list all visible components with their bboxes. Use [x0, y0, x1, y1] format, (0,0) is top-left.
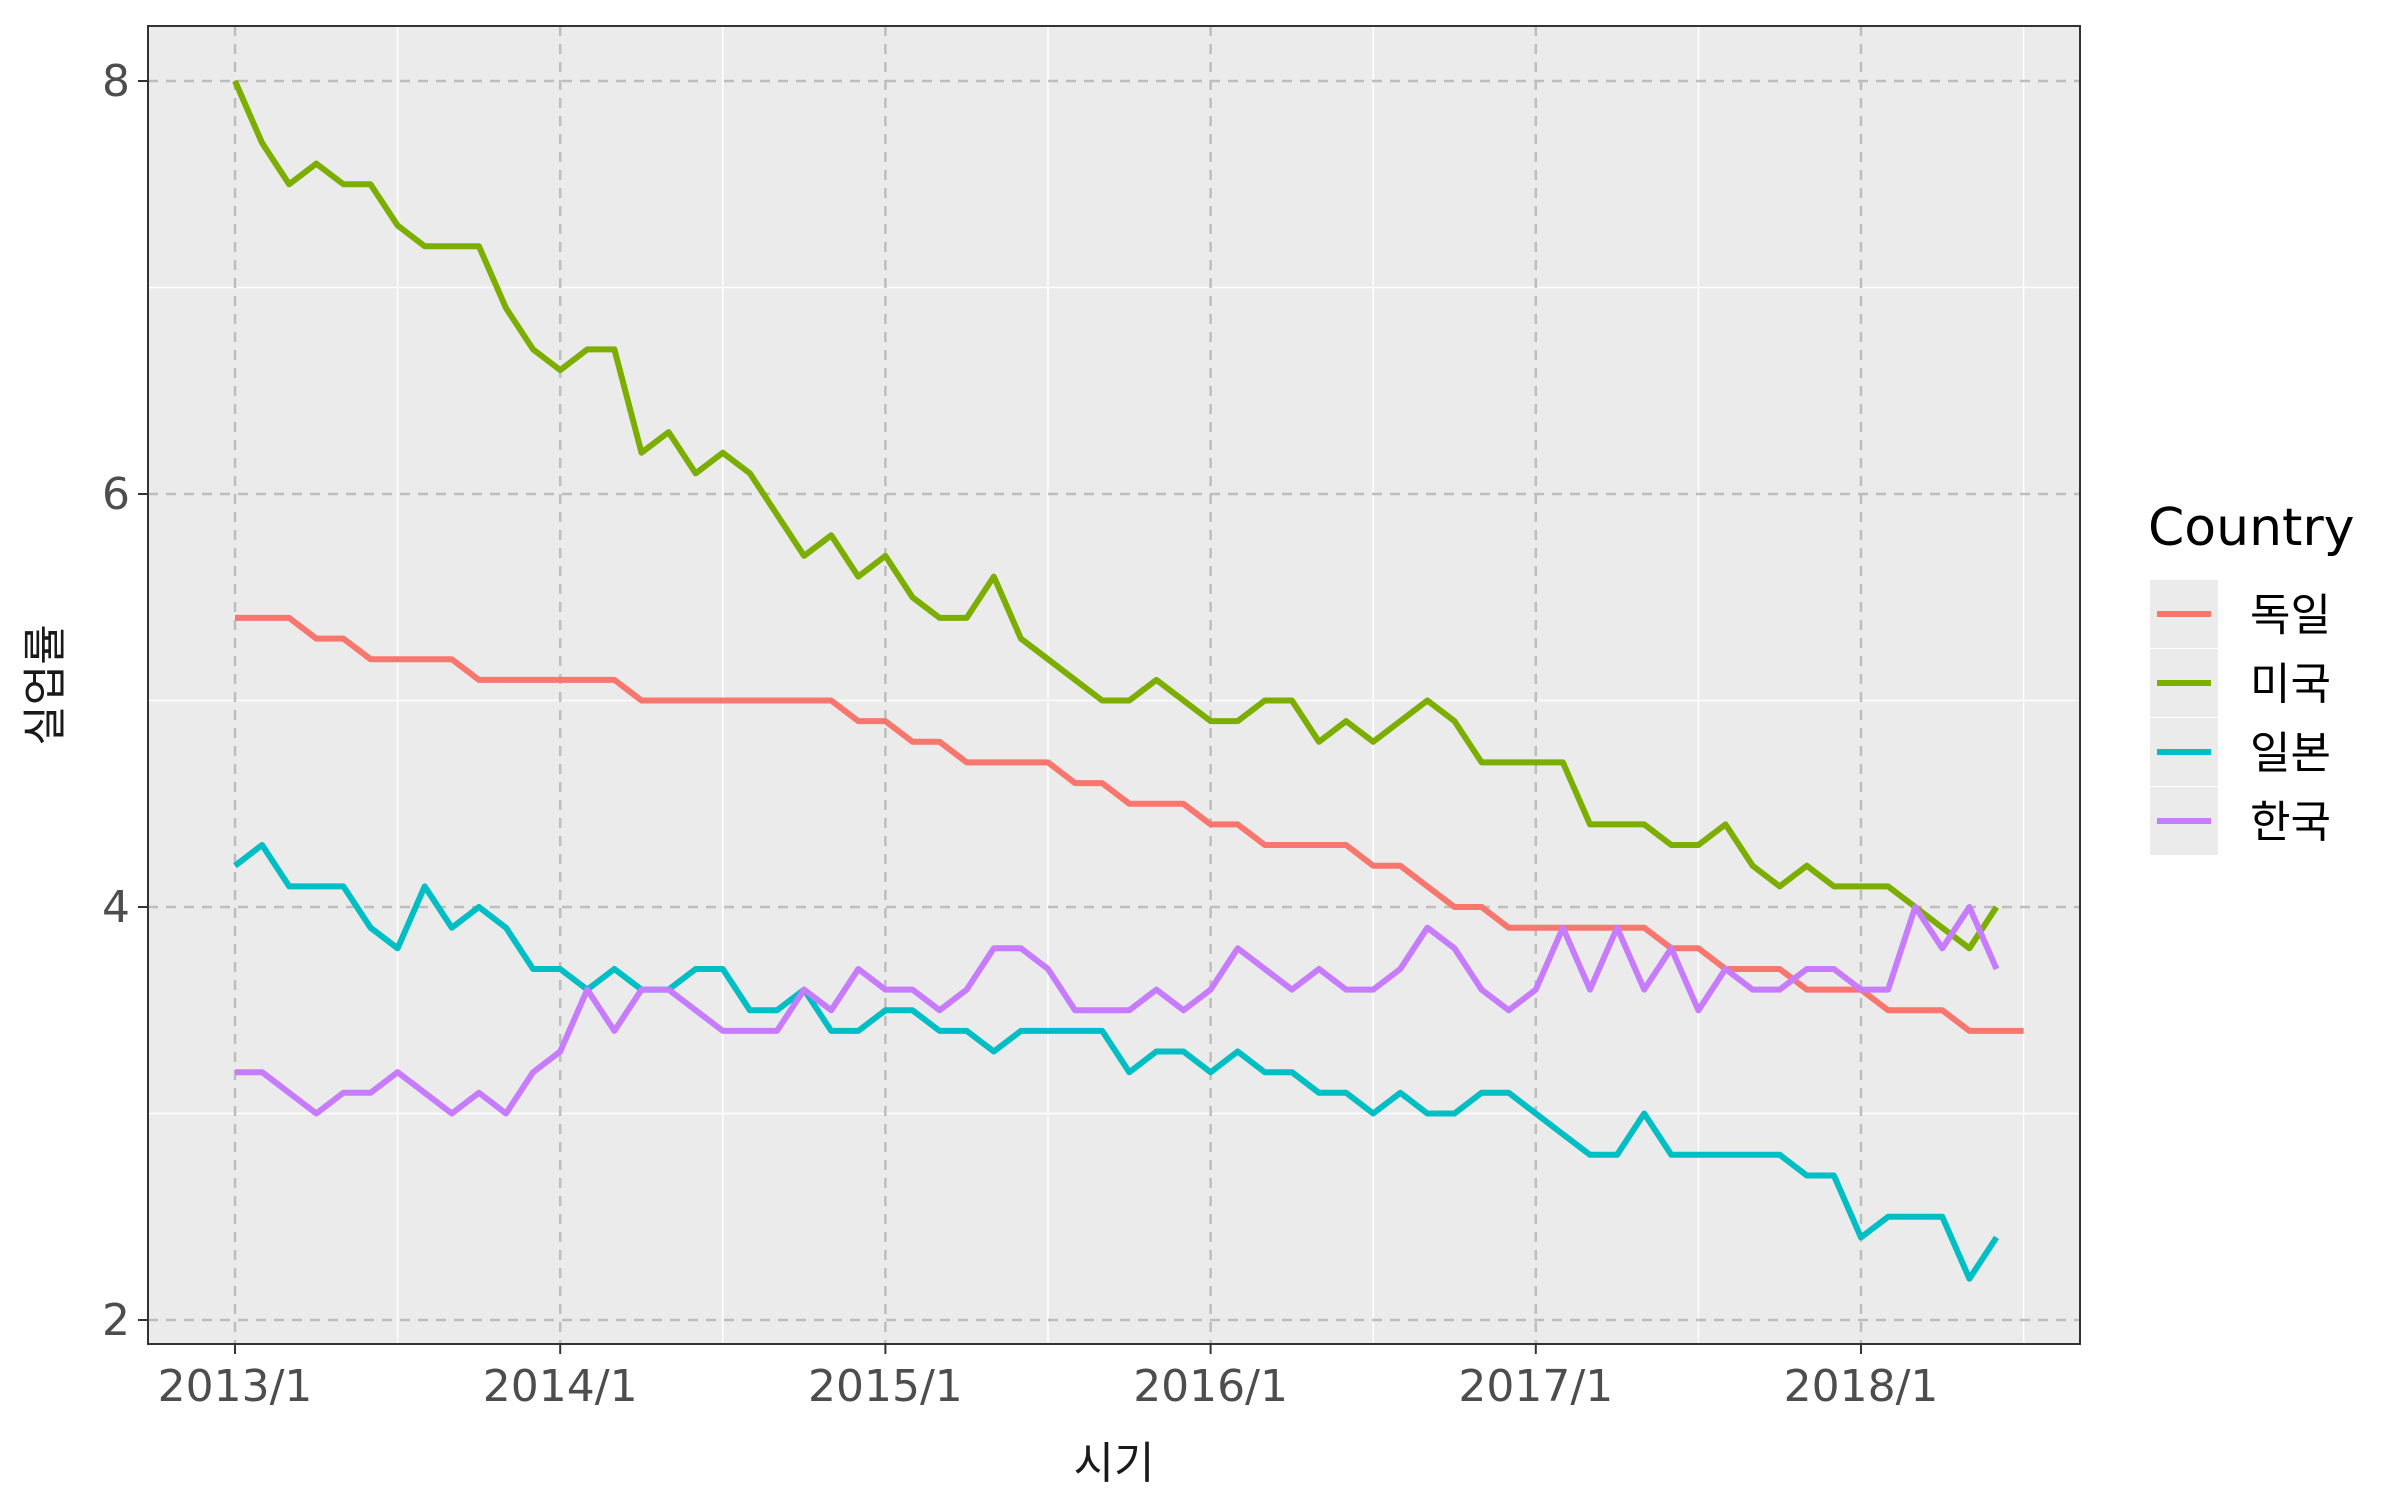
legend-label: 한국: [2250, 797, 2331, 848]
y-tick-label: 8: [102, 56, 130, 107]
x-tick-label: 2013/1: [158, 1361, 313, 1412]
major-gridlines: [148, 26, 2080, 1344]
y-axis: 2 4 6 8: [102, 56, 148, 1346]
series-line: [235, 904, 2000, 1117]
plot-panel: [148, 26, 2080, 1344]
y-tick-label: 4: [102, 882, 130, 933]
minor-gridlines: [148, 26, 2080, 1344]
y-tick-label: 6: [102, 469, 130, 520]
x-tick-label: 2017/1: [1458, 1361, 1613, 1412]
x-tick-label: 2014/1: [483, 1361, 638, 1412]
x-tick-label: 2015/1: [808, 1361, 963, 1412]
series-line: [232, 79, 2000, 952]
series-lines: [232, 79, 2024, 1282]
x-tick-label: 2018/1: [1784, 1361, 1939, 1412]
legend-label: 미국: [2250, 659, 2331, 710]
x-axis-title: 시기: [1074, 1438, 1155, 1489]
legend-title: Country: [2148, 498, 2355, 558]
plot-border: [147, 25, 2081, 1345]
y-tick-label: 2: [102, 1295, 130, 1346]
legend-label: 독일: [2250, 590, 2331, 641]
legend-label: 일본: [2250, 728, 2331, 779]
x-tick-label: 2016/1: [1133, 1361, 1288, 1412]
x-axis: 2013/1 2014/1 2015/1 2016/1 2017/1 2018/1: [158, 1344, 1939, 1412]
series-line: [233, 842, 2000, 1282]
y-axis-title: 실업률: [20, 624, 71, 745]
